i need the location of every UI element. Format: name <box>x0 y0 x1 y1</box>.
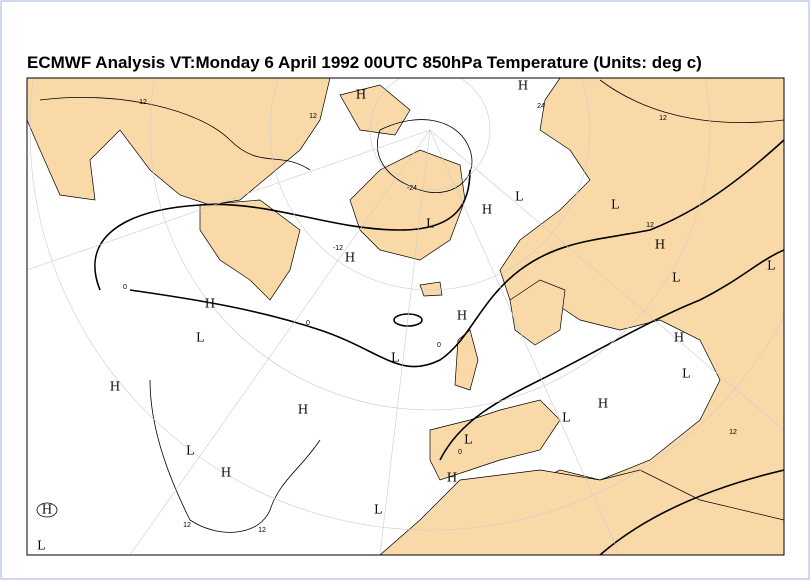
pressure-marker: L <box>37 539 45 553</box>
pressure-marker: H <box>345 251 355 265</box>
pressure-marker: L <box>374 503 382 517</box>
pressure-marker: L <box>611 198 619 212</box>
pressure-marker: H <box>42 503 52 517</box>
pressure-marker: H <box>482 203 492 217</box>
pressure-marker: H <box>205 297 215 311</box>
contour-label: -24 <box>407 185 417 192</box>
pressure-marker: H <box>298 403 308 417</box>
pressure-marker: H <box>457 309 467 323</box>
pressure-marker: L <box>196 331 204 345</box>
pressure-marker: L <box>562 411 570 425</box>
contour-label: 0 <box>306 320 310 327</box>
land <box>27 78 784 555</box>
contour-label: 12 <box>646 222 654 229</box>
pressure-marker: L <box>672 271 680 285</box>
contour-label: 0 <box>437 342 441 349</box>
contour-label: 12 <box>659 115 667 122</box>
map-frame <box>26 77 785 556</box>
contour-label: 12 <box>258 527 266 534</box>
contour-label: 12 <box>729 429 737 436</box>
contours <box>36 79 784 555</box>
pressure-marker: L <box>426 217 434 231</box>
pressure-marker: L <box>515 190 523 204</box>
pressure-marker: L <box>682 367 690 381</box>
contour-label: 0 <box>458 449 462 456</box>
pressure-marker: L <box>464 433 472 447</box>
contour-label: 24 <box>537 103 545 110</box>
contour-label: 12 <box>139 99 147 106</box>
contour-label: -12 <box>333 245 343 252</box>
pressure-marker: H <box>221 466 231 480</box>
pressure-marker: L <box>767 259 775 273</box>
pressure-marker: H <box>110 380 120 394</box>
pressure-marker: H <box>447 471 457 485</box>
map-title: ECMWF Analysis VT:Monday 6 April 1992 00… <box>27 53 702 72</box>
pressure-marker: H <box>518 79 528 93</box>
graticule <box>27 78 784 555</box>
contour-label: 12 <box>309 113 317 120</box>
contour-label: 0 <box>123 284 127 291</box>
pressure-marker: H <box>655 238 665 252</box>
pressure-marker: H <box>598 397 608 411</box>
pressure-marker: H <box>674 331 684 345</box>
pressure-marker: L <box>186 444 194 458</box>
pressure-marker: H <box>356 88 366 102</box>
pressure-marker: L <box>391 351 399 365</box>
contour-label: 12 <box>183 522 191 529</box>
